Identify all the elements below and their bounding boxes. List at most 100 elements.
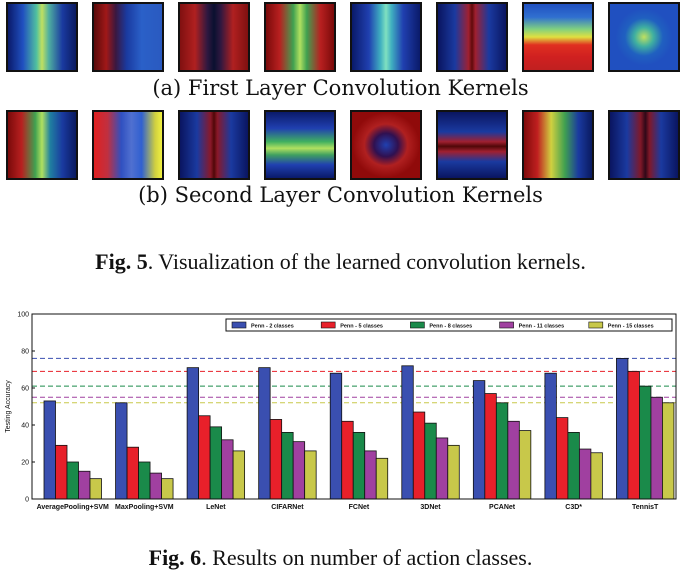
bar: [138, 461, 151, 500]
bar: [555, 417, 569, 500]
bar: [507, 420, 520, 500]
bar: [281, 432, 294, 500]
fig5-caption: Fig. 5. Visualization of the learned con…: [0, 249, 681, 275]
bar: [412, 411, 426, 500]
legend-swatch: [499, 321, 514, 329]
bar: [544, 372, 557, 500]
plot-frame: [31, 313, 677, 500]
kernel-image: [608, 110, 680, 180]
bar: [650, 396, 663, 500]
bar: [472, 380, 486, 500]
x-tick-label: 3DNet: [420, 504, 441, 511]
legend-swatch: [410, 321, 425, 329]
fig6-label: Fig. 6: [148, 545, 202, 570]
second-layer-kernels: [6, 110, 680, 180]
kernel-image: [350, 2, 422, 72]
bar: [495, 402, 509, 500]
second-layer-caption: (b) Second Layer Convolution Kernels: [138, 183, 543, 207]
bar: [518, 430, 532, 500]
bar: [78, 470, 91, 500]
bar: [375, 457, 389, 500]
kernel-image: [350, 110, 422, 180]
bar: [149, 472, 162, 500]
bar: [662, 402, 675, 500]
bar: [115, 402, 128, 500]
bar: [616, 358, 629, 500]
bar: [341, 420, 354, 500]
kernel-image: [178, 110, 250, 180]
kernel-image: [92, 2, 164, 72]
legend-label: Penn - 2 classes: [251, 324, 294, 330]
bar: [55, 444, 68, 500]
first-layer-caption: (a) First Layer Convolution Kernels: [152, 76, 529, 100]
bar: [364, 450, 377, 500]
bar: [567, 432, 580, 500]
kernel-image: [6, 110, 78, 180]
fig5-text: . Visualization of the learned convoluti…: [147, 249, 586, 274]
x-tick-label: LeNet: [206, 504, 226, 511]
legend-label: Penn - 15 classes: [608, 324, 654, 330]
bar: [352, 432, 366, 500]
bar: [435, 437, 449, 500]
bar: [590, 452, 603, 500]
bar: [329, 372, 343, 500]
x-tick-label: FCNet: [349, 504, 370, 511]
bar: [258, 367, 271, 500]
legend-label: Penn - 5 classes: [340, 324, 383, 330]
fig6-caption: Fig. 6. Results on number of action clas…: [0, 545, 681, 571]
legend-label: Penn - 11 classes: [519, 324, 565, 330]
y-tick-label: 60: [21, 386, 29, 393]
bar: [126, 446, 139, 500]
kernel-image: [264, 110, 336, 180]
bar: [269, 419, 283, 500]
bar: [447, 444, 460, 500]
bar: [221, 439, 234, 500]
kernel-image: [608, 2, 680, 72]
legend-box: [225, 318, 673, 332]
bar: [401, 365, 414, 500]
bar: [232, 450, 246, 500]
bar: [484, 393, 497, 500]
x-tick-label: PCANet: [489, 504, 516, 511]
x-tick-label: AveragePooling+SVM: [37, 504, 109, 511]
bar: [304, 450, 317, 500]
kernel-image: [436, 110, 508, 180]
bar: [292, 441, 306, 500]
kernel-image: [92, 110, 164, 180]
first-layer-kernels: [6, 2, 680, 72]
bar: [209, 426, 223, 500]
legend-swatch: [231, 321, 247, 329]
bar: [639, 385, 652, 500]
y-tick-label: 40: [21, 423, 29, 430]
legend-label: Penn - 8 classes: [429, 324, 472, 330]
bar: [186, 367, 200, 500]
bar: [43, 400, 56, 500]
x-tick-label: TennisT: [632, 504, 659, 511]
kernel-image: [6, 2, 78, 72]
fig6-text: . Results on number of action classes.: [201, 545, 533, 570]
x-tick-label: C3D*: [565, 504, 582, 511]
y-tick-label: 80: [21, 349, 29, 356]
bar: [424, 422, 437, 500]
y-tick-label: 100: [17, 312, 29, 319]
kernel-image: [522, 110, 594, 180]
bar: [627, 370, 640, 500]
bar: [66, 461, 79, 500]
kernel-image: [436, 2, 508, 72]
y-tick-label: 0: [25, 497, 29, 504]
bar: [578, 448, 592, 500]
kernel-image: [264, 2, 336, 72]
x-tick-label: MaxPooling+SVM: [115, 504, 174, 511]
fig5-label: Fig. 5: [95, 249, 148, 274]
kernel-image: [522, 2, 594, 72]
bar-chart: AveragePooling+SVM MaxPooling+SVM LeNet CIF…: [5, 312, 677, 511]
y-axis-label: Testing Accuracy: [5, 380, 12, 433]
legend-swatch: [320, 321, 336, 329]
y-tick-label: 20: [21, 460, 29, 467]
bar: [198, 415, 211, 500]
x-tick-label: CIFARNet: [271, 504, 304, 511]
legend-swatch: [588, 321, 604, 329]
kernel-image: [178, 2, 250, 72]
bar: [89, 478, 102, 500]
bar: [161, 478, 174, 500]
